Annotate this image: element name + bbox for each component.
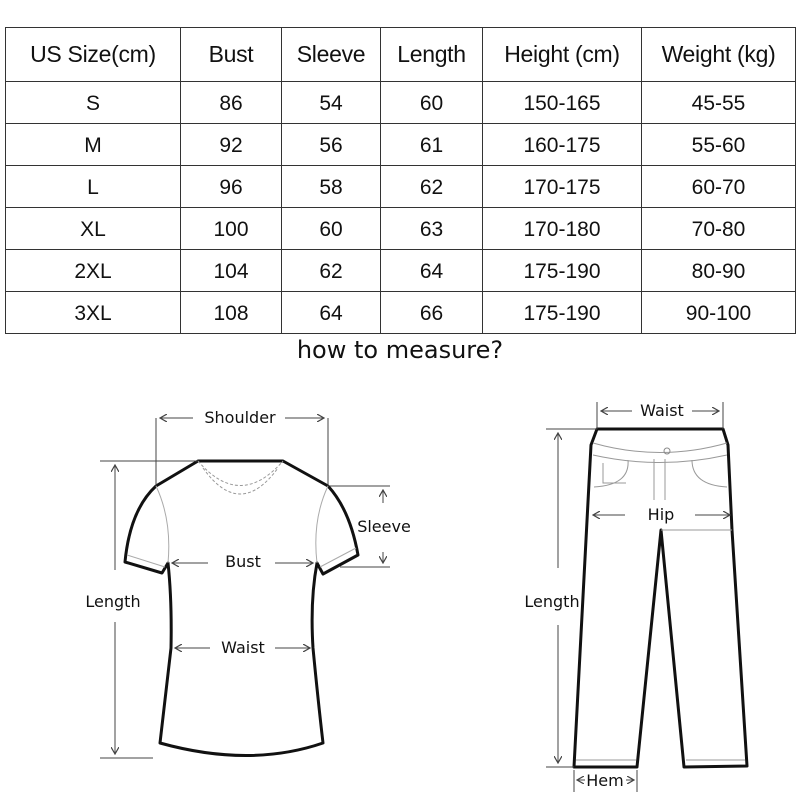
cell-length: 60 bbox=[380, 81, 483, 124]
cell-length: 66 bbox=[380, 291, 483, 334]
cell-size: M bbox=[5, 123, 181, 166]
cell-size: L bbox=[5, 165, 181, 208]
cell-sleeve: 58 bbox=[281, 165, 381, 208]
table-row: L 96 58 62 170-175 60-70 bbox=[5, 165, 796, 208]
cell-bust: 100 bbox=[180, 207, 282, 250]
header-bust: Bust bbox=[180, 27, 282, 82]
shirt-bust-label: Bust bbox=[225, 552, 261, 571]
cell-weight: 45-55 bbox=[641, 81, 796, 124]
cell-height: 170-175 bbox=[482, 165, 642, 208]
table-row: XL 100 60 63 170-180 70-80 bbox=[5, 207, 796, 250]
cell-length: 61 bbox=[380, 123, 483, 166]
table-row: 3XL 108 64 66 175-190 90-100 bbox=[5, 291, 796, 334]
shirt-diagram: Shoulder Length Sleeve Bust Waist bbox=[85, 408, 411, 759]
cell-height: 175-190 bbox=[482, 249, 642, 292]
table-row: M 92 56 61 160-175 55-60 bbox=[5, 123, 796, 166]
cell-weight: 70-80 bbox=[641, 207, 796, 250]
shirt-sleeve-seams bbox=[126, 485, 357, 568]
shirt-length-label: Length bbox=[85, 592, 140, 611]
cell-weight: 90-100 bbox=[641, 291, 796, 334]
pants-length-label: Length bbox=[524, 592, 579, 611]
cell-sleeve: 54 bbox=[281, 81, 381, 124]
cell-length: 62 bbox=[380, 165, 483, 208]
cell-weight: 55-60 bbox=[641, 123, 796, 166]
cell-bust: 92 bbox=[180, 123, 282, 166]
cell-bust: 96 bbox=[180, 165, 282, 208]
pants-hip-label: Hip bbox=[648, 505, 675, 524]
pants-hem-label: Hem bbox=[586, 771, 623, 790]
shirt-sleeve-label: Sleeve bbox=[357, 517, 411, 536]
cell-sleeve: 56 bbox=[281, 123, 381, 166]
shirt-waist-label: Waist bbox=[221, 638, 265, 657]
cell-height: 175-190 bbox=[482, 291, 642, 334]
header-weight: Weight (kg) bbox=[641, 27, 796, 82]
cell-sleeve: 64 bbox=[281, 291, 381, 334]
cell-height: 160-175 bbox=[482, 123, 642, 166]
pants-details bbox=[576, 442, 745, 761]
shirt-outline bbox=[123, 459, 360, 757]
cell-weight: 60-70 bbox=[641, 165, 796, 208]
cell-height: 150-165 bbox=[482, 81, 642, 124]
cell-bust: 104 bbox=[180, 249, 282, 292]
pants-outline bbox=[572, 427, 749, 769]
cell-weight: 80-90 bbox=[641, 249, 796, 292]
header-size: US Size(cm) bbox=[5, 27, 181, 82]
cell-size: 3XL bbox=[5, 291, 181, 334]
measure-title: how to measure? bbox=[296, 336, 504, 364]
pants-waist-label: Waist bbox=[640, 401, 684, 420]
cell-bust: 108 bbox=[180, 291, 282, 334]
pants-diagram: Waist Hip Length Hem bbox=[524, 401, 749, 792]
header-sleeve: Sleeve bbox=[281, 27, 381, 82]
shirt-collar bbox=[197, 460, 284, 495]
shirt-shoulder-label: Shoulder bbox=[204, 408, 276, 427]
size-table: US Size(cm) Bust Sleeve Length Height (c… bbox=[5, 27, 796, 334]
